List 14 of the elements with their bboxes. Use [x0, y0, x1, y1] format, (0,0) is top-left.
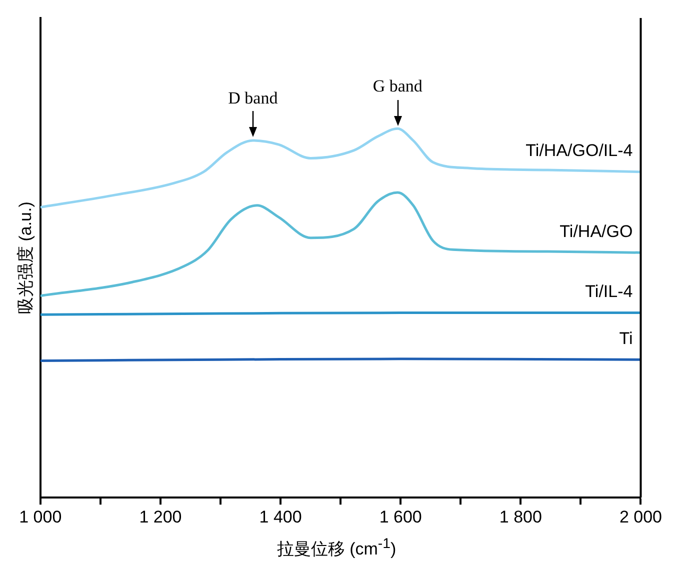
series-label: Ti/IL-4	[585, 282, 633, 301]
annotation: D band	[228, 88, 278, 108]
y-axis-title: 吸光强度 (a.u.)	[16, 202, 35, 314]
series-label: Ti/HA/GO/IL-4	[526, 141, 633, 160]
x-tick-label: 2 000	[619, 507, 662, 526]
x-tick-label: 1 600	[379, 507, 422, 526]
x-tick-label: 1 000	[19, 507, 62, 526]
series-label: Ti/HA/GO	[560, 222, 633, 241]
series-label: Ti	[619, 328, 633, 348]
x-axis-title: 拉曼位移 (cm$^{-1}$)	[276, 536, 398, 561]
x-tick-label: 1 400	[259, 507, 302, 526]
x-tick-label: 1 800	[499, 507, 542, 526]
x-tick-label: 1 200	[139, 507, 182, 526]
annotation: G band	[372, 76, 423, 96]
